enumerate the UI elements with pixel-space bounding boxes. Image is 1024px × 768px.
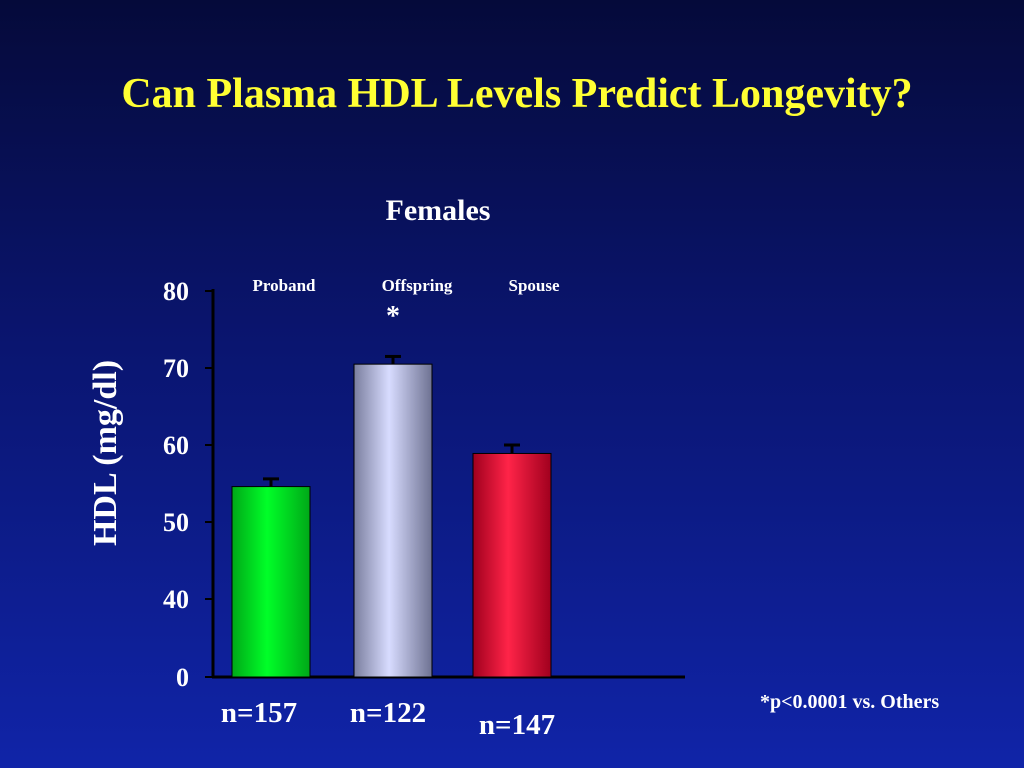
- y-tick-label: 70: [163, 354, 189, 383]
- sample-size-label: n=122: [350, 697, 426, 729]
- bar-proband: [231, 486, 311, 678]
- y-axis-label-group: HDL (mg/dl): [87, 360, 124, 546]
- bar-offspring: [353, 363, 433, 678]
- category-label-offspring: Offspring: [382, 276, 453, 295]
- y-ticks: 0 40 50 60 70 80: [163, 277, 213, 692]
- slide-title: Can Plasma HDL Levels Predict Longevity?: [121, 71, 913, 117]
- bar-labels: Proband n=157 Offspring * n=122 Spouse n=147: [221, 276, 560, 741]
- y-tick-label: 40: [163, 585, 189, 614]
- y-tick-label: 0: [176, 663, 189, 692]
- category-label-proband: Proband: [253, 276, 317, 295]
- sample-size-label: n=157: [221, 697, 297, 729]
- y-tick-label: 80: [163, 277, 189, 306]
- bars: [231, 354, 552, 678]
- y-axis-label: HDL (mg/dl): [87, 360, 124, 546]
- significance-marker: *: [386, 301, 400, 332]
- significance-footnote: *p<0.0001 vs. Others: [760, 691, 940, 713]
- sample-size-label: n=147: [479, 709, 555, 741]
- bar-spouse: [472, 452, 552, 678]
- category-label-spouse: Spouse: [508, 276, 559, 295]
- y-tick-label: 50: [163, 508, 189, 537]
- chart-subtitle: Females: [385, 194, 491, 227]
- y-tick-label: 60: [163, 431, 189, 460]
